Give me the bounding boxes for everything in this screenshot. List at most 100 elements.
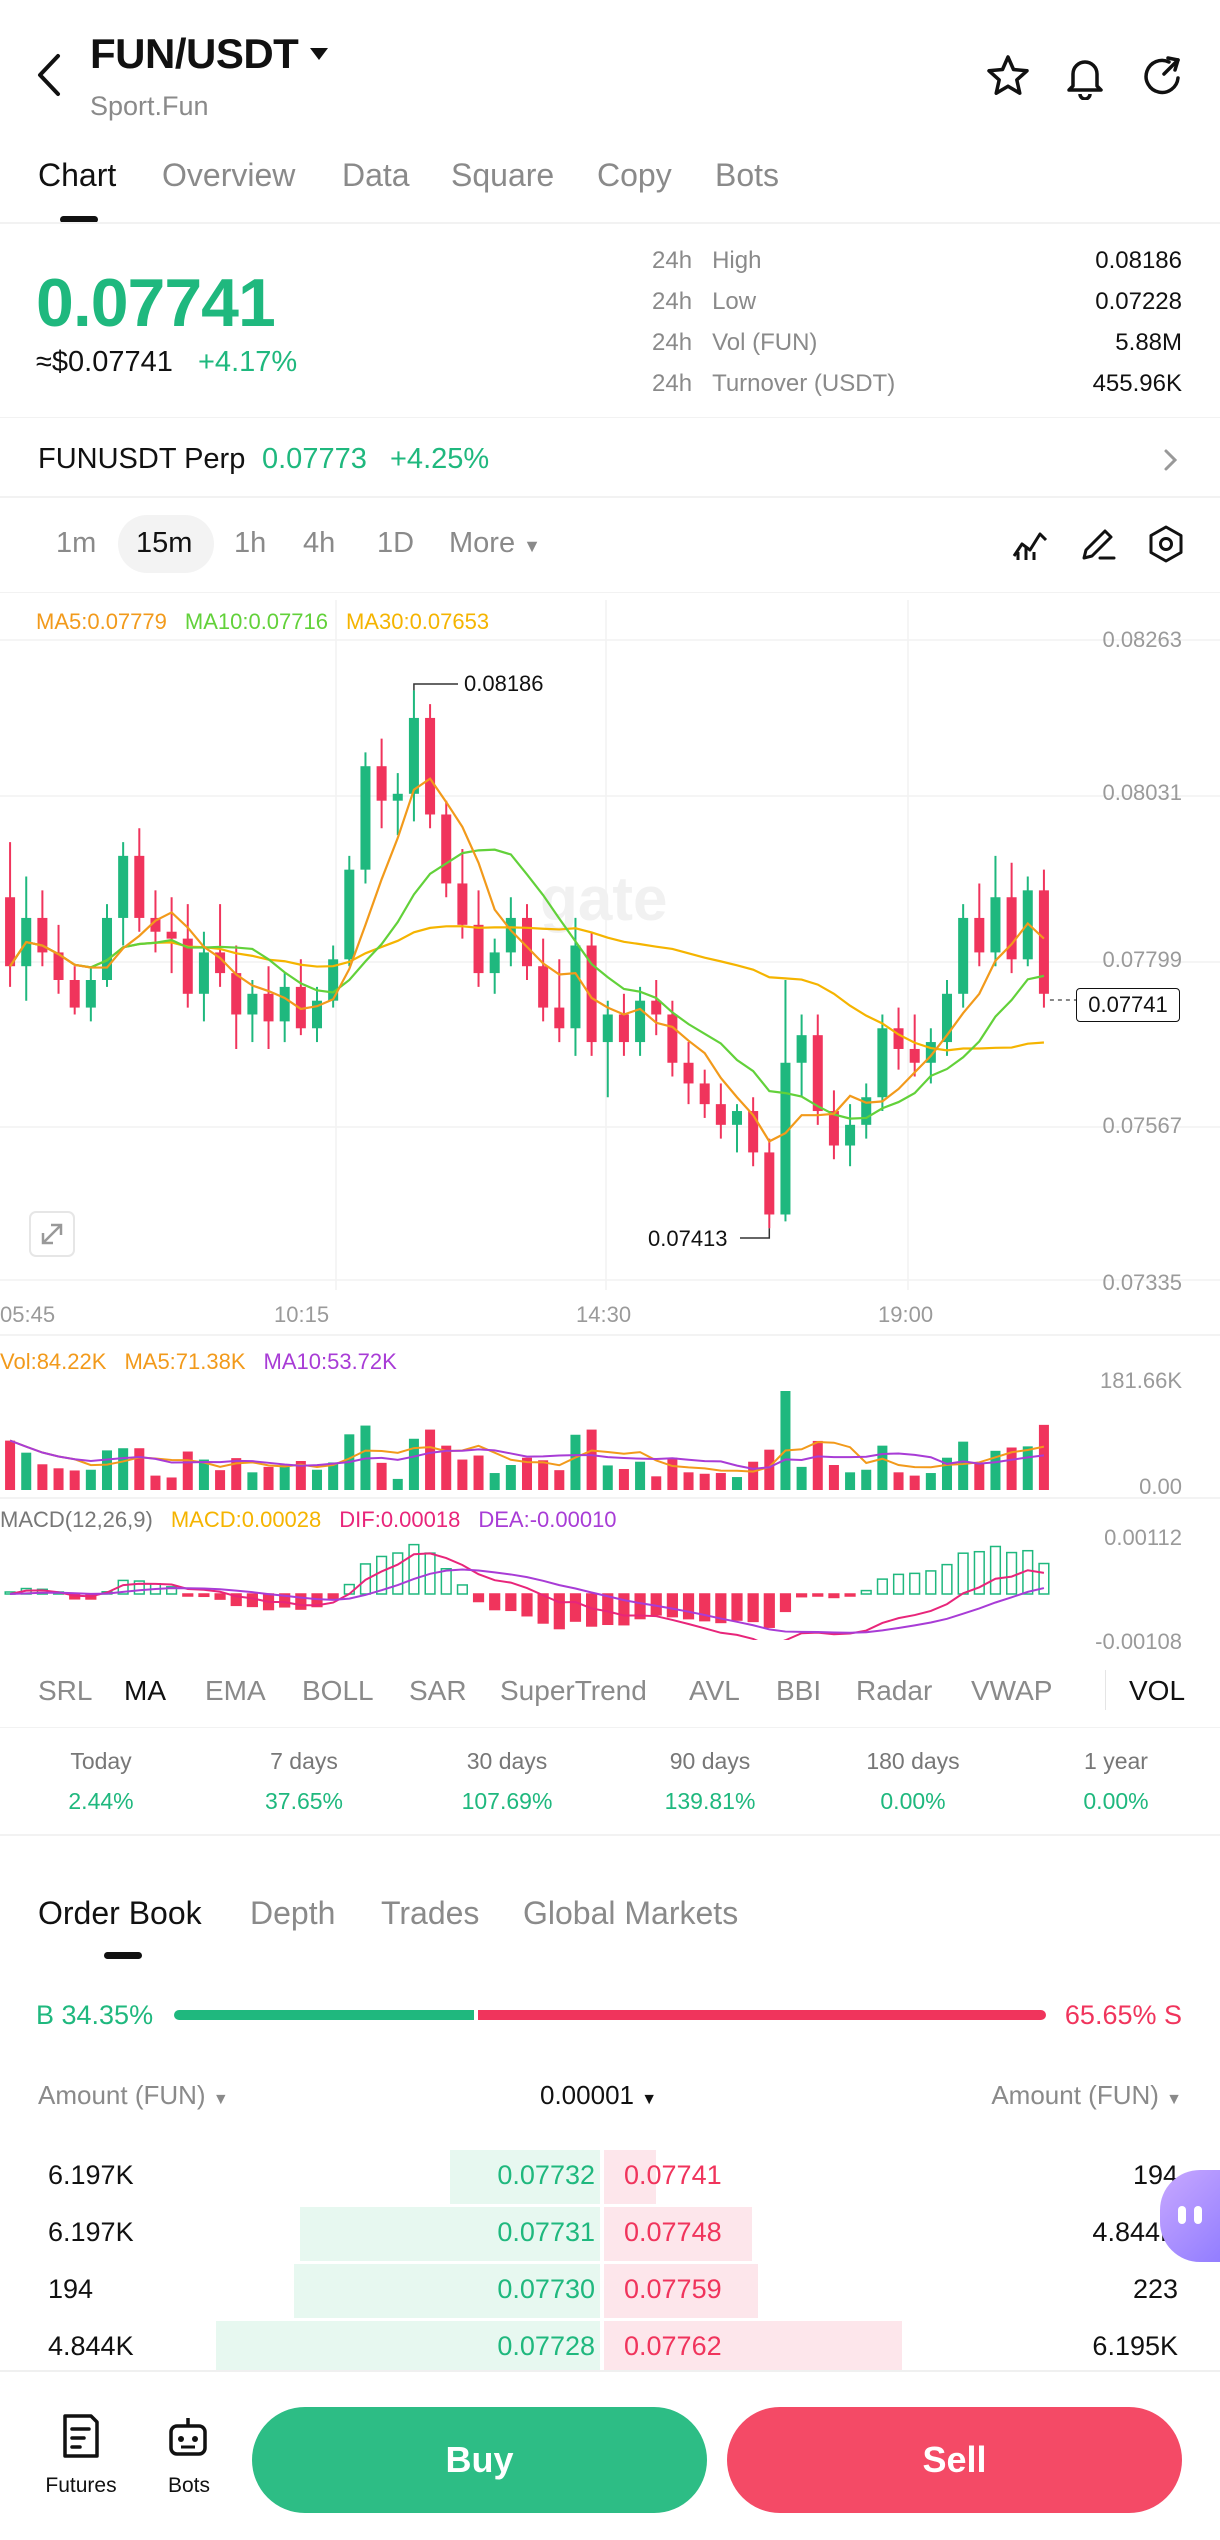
price-chart[interactable]: gate: [0, 0, 1220, 1640]
volume-bar: [958, 1441, 969, 1490]
candle-body: [618, 1014, 629, 1043]
bid-depth-bar: [300, 2207, 600, 2261]
candle-body: [5, 897, 16, 967]
interval-1h[interactable]: 1h: [234, 527, 267, 559]
tab-trades[interactable]: Trades: [381, 1895, 480, 1931]
volume-bar: [893, 1472, 904, 1490]
bid-amount[interactable]: 6.197K: [48, 2160, 134, 2190]
volume-bar: [101, 1450, 113, 1490]
y-tick: 0.08031: [1102, 780, 1182, 805]
star-favorite-icon[interactable]: [984, 52, 1032, 100]
tab-bots[interactable]: Bots: [715, 157, 780, 193]
sell-button[interactable]: Sell: [727, 2407, 1182, 2513]
ask-amount-header[interactable]: Amount (FUN) ▼: [991, 2080, 1182, 2110]
bid-price[interactable]: 0.07732: [497, 2160, 595, 2190]
macd-y-tick: 0.00112: [1104, 1525, 1182, 1550]
tab-chart[interactable]: Chart: [38, 157, 117, 193]
indicator-vol[interactable]: VOL: [1129, 1675, 1186, 1706]
interval-more[interactable]: More ▼: [449, 527, 541, 559]
volume-bar: [441, 1445, 452, 1490]
candle-body: [877, 1028, 888, 1098]
stat-low-label: 24h Low: [652, 288, 757, 315]
indicator-srl[interactable]: SRL: [38, 1675, 93, 1706]
perp-name[interactable]: FUNUSDT Perp: [38, 443, 246, 475]
bell-alert-icon[interactable]: [1061, 52, 1109, 100]
tab-global-markets[interactable]: Global Markets: [523, 1895, 739, 1931]
bid-amount-header[interactable]: Amount (FUN) ▼: [38, 2080, 229, 2110]
back-arrow-icon[interactable]: [30, 50, 70, 100]
ask-price[interactable]: 0.07748: [624, 2217, 722, 2247]
ma10-legend: MA10:0.07716: [184, 609, 328, 634]
precision-select[interactable]: 0.00001 ▼: [540, 2080, 658, 2110]
indicator-bbi[interactable]: BBI: [776, 1675, 822, 1706]
assistant-bubble[interactable]: [1160, 2170, 1220, 2262]
indicator-boll[interactable]: BOLL: [302, 1675, 374, 1706]
candle-body: [683, 1062, 694, 1084]
bots-label[interactable]: Bots: [167, 2474, 211, 2497]
bid-amount[interactable]: 6.197K: [48, 2217, 134, 2247]
tab-copy[interactable]: Copy: [597, 157, 672, 193]
volume-bar: [408, 1438, 419, 1490]
ask-price[interactable]: 0.07741: [624, 2160, 722, 2190]
indicator-vwap[interactable]: VWAP: [971, 1675, 1053, 1706]
futures-label[interactable]: Futures: [45, 2474, 117, 2497]
candle-body: [586, 945, 597, 1043]
macd-histogram-bar: [553, 1593, 565, 1630]
volume-bar: [69, 1470, 80, 1490]
high-marker-line: [413, 683, 458, 691]
bid-price[interactable]: 0.07731: [497, 2217, 595, 2247]
ask-amount[interactable]: 223: [1132, 2274, 1178, 2304]
volume-bar: [538, 1460, 549, 1490]
draw-pencil-icon[interactable]: [1076, 522, 1120, 566]
interval-1m[interactable]: 1m: [56, 527, 97, 559]
ask-price[interactable]: 0.07762: [624, 2331, 722, 2361]
perf-value: 107.69%: [461, 1788, 553, 1814]
indicator-avl[interactable]: AVL: [689, 1675, 740, 1706]
interval-1d[interactable]: 1D: [377, 527, 415, 559]
bid-amount[interactable]: 194: [48, 2274, 94, 2304]
indicator-ema[interactable]: EMA: [205, 1675, 266, 1706]
divider: [0, 417, 1220, 418]
indicator-radar[interactable]: Radar: [856, 1675, 933, 1706]
interval-4h[interactable]: 4h: [303, 527, 336, 559]
indicator-ma[interactable]: MA: [124, 1675, 166, 1706]
volume-bar: [457, 1459, 468, 1490]
settings-gear-icon[interactable]: [1144, 522, 1188, 566]
macd-histogram-bar: [699, 1593, 711, 1622]
futures-icon[interactable]: [59, 2412, 103, 2460]
candle-body: [828, 1111, 839, 1146]
candle-body: [101, 917, 113, 980]
volume-bar: [990, 1450, 1001, 1490]
bid-amount[interactable]: 4.844K: [48, 2331, 134, 2361]
bid-price[interactable]: 0.07728: [497, 2331, 595, 2361]
divider: [0, 592, 1220, 593]
candle-body: [344, 869, 355, 960]
indicator-lines-icon[interactable]: [1008, 522, 1052, 566]
pair-title[interactable]: FUN/USDT: [90, 30, 299, 77]
macd-histogram-bar: [715, 1593, 727, 1624]
indicator-sar[interactable]: SAR: [409, 1675, 467, 1706]
interval-15m[interactable]: 15m: [136, 527, 193, 559]
buy-button[interactable]: Buy: [252, 2407, 707, 2513]
bots-robot-icon[interactable]: [165, 2414, 211, 2460]
stat-low-value: 0.07228: [1095, 288, 1182, 315]
tab-order-book[interactable]: Order Book: [38, 1895, 202, 1931]
candle-body: [715, 1104, 726, 1125]
volume-bar: [37, 1464, 48, 1490]
vol-y-tick: 0.00: [1139, 1474, 1182, 1499]
volume-bar: [796, 1466, 807, 1490]
share-icon[interactable]: [1138, 52, 1186, 100]
ask-amount[interactable]: 6.195K: [1092, 2331, 1178, 2361]
indicator-supertrend[interactable]: SuperTrend: [500, 1675, 647, 1706]
tab-depth[interactable]: Depth: [250, 1895, 336, 1931]
divider: [0, 496, 1220, 498]
fullscreen-expand-icon[interactable]: [29, 1211, 75, 1257]
tab-overview[interactable]: Overview: [162, 157, 296, 193]
chevron-right-icon[interactable]: [1160, 446, 1180, 474]
bid-price[interactable]: 0.07730: [497, 2274, 595, 2304]
perf-label: 180 days: [866, 1748, 960, 1774]
ask-price[interactable]: 0.07759: [624, 2274, 722, 2304]
tab-data[interactable]: Data: [342, 157, 410, 193]
pair-dropdown-caret-icon[interactable]: [307, 44, 331, 64]
tab-square[interactable]: Square: [451, 157, 555, 193]
